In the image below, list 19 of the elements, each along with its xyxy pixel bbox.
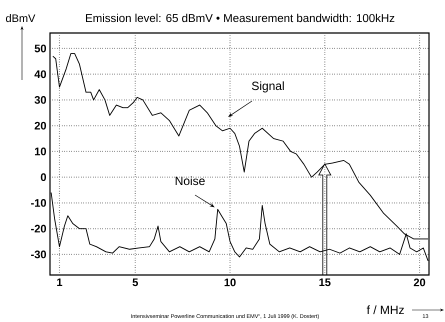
annotation: Signal — [252, 81, 284, 92]
x-axis-title: f / MHz — [366, 305, 404, 314]
y-tick-label: 20 — [34, 122, 46, 130]
y-axis-title: dBmV — [6, 14, 36, 22]
x-tick-label: 20 — [414, 278, 426, 286]
x-tick-label: 5 — [132, 278, 138, 286]
chart-title: Emission level: 65 dBmV • Measurement bandwidth: 100kHz — [86, 14, 394, 22]
annotation: Noise — [176, 176, 205, 186]
y-tick-label: -20 — [31, 224, 46, 233]
y-tick-label: 10 — [34, 148, 46, 156]
y-tick-label: 0 — [40, 173, 46, 182]
y-tick-label: 40 — [34, 70, 46, 78]
x-tick-label: 1 — [57, 278, 62, 286]
y-tick-label: 50 — [34, 44, 46, 52]
y-tick-label: -30 — [31, 250, 46, 258]
y-tick-label: -10 — [31, 199, 46, 207]
x-tick-label: 15 — [319, 278, 331, 286]
y-tick-label: 30 — [34, 96, 46, 104]
x-tick-label: 10 — [224, 278, 236, 286]
